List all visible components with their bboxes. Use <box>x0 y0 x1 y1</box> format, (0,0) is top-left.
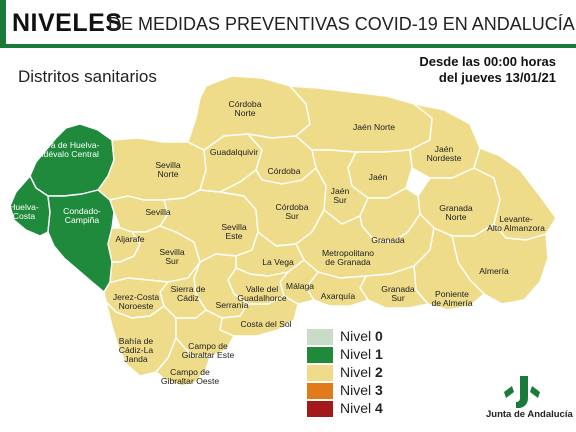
label-aljarafe: Aljarafe <box>115 234 144 244</box>
label-granada-norte-1: Granada <box>439 203 473 213</box>
legend-item-0: Nivel 0 <box>307 328 417 346</box>
label-poniente-2: de Almería <box>431 298 472 308</box>
legend-item-3: Nivel 3 <box>307 382 417 400</box>
label-condado-1: Condado- <box>63 206 101 216</box>
label-sierra-cadiz-1: Sierra de <box>171 284 206 294</box>
legend-item-4: Nivel 4 <box>307 400 417 418</box>
label-sierra-huelva-2: Andévalo Central <box>33 149 99 159</box>
label-cordoba-norte-2: Norte <box>234 108 255 118</box>
legend-swatch-2 <box>307 365 333 381</box>
label-valle-1: Valle del <box>246 284 278 294</box>
label-granada-sur-2: Sur <box>391 293 405 303</box>
label-jaen-sur-2: Sur <box>333 195 347 205</box>
legend-label-3: Nivel 3 <box>340 382 383 398</box>
legend-swatch-1 <box>307 347 333 363</box>
label-cordoba-norte-1: Córdoba <box>229 99 262 109</box>
label-gib-oeste-1: Campo de <box>170 367 210 377</box>
label-sevilla-norte-1: Sevilla <box>155 160 181 170</box>
label-axarquia: Axarquía <box>321 291 356 301</box>
legend-label-2: Nivel 2 <box>340 364 383 380</box>
label-valle-2: Guadalhorce <box>237 293 286 303</box>
title-accent <box>0 0 6 44</box>
label-sevilla-este-2: Este <box>225 231 242 241</box>
label-costa-sol: Costa del Sol <box>240 319 291 329</box>
legend-swatch-4 <box>307 401 333 417</box>
label-jaen-nordeste-1: Jaén <box>435 144 454 154</box>
label-gib-este-1: Campo de <box>188 341 228 351</box>
district-campo-gibraltar-oeste[interactable] <box>155 337 211 387</box>
label-jaen: Jaén <box>369 172 388 182</box>
label-sevilla-norte-2: Norte <box>157 169 178 179</box>
title-bar: NIVELES DE MEDIDAS PREVENTIVAS COVID-19 … <box>0 0 576 48</box>
district-huelva-costa[interactable] <box>9 175 51 237</box>
label-guadalquivir: Guadalquivir <box>210 147 258 157</box>
label-sierra-huelva-1: Sierra de Huelva- <box>33 140 100 150</box>
label-jerez-1: Jerez-Costa <box>113 292 160 302</box>
label-sierra-cadiz-2: Cádiz <box>177 293 199 303</box>
label-granada-norte-2: Norte <box>445 212 466 222</box>
label-serrania: Serranía <box>216 300 249 310</box>
district-sevilla-norte[interactable] <box>97 137 207 201</box>
label-gib-oeste-2: Gibraltar Oeste <box>161 376 219 386</box>
label-bahia-1: Bahía de <box>119 336 154 346</box>
legend-item-2: Nivel 2 <box>307 364 417 382</box>
title-rest: DE MEDIDAS PREVENTIVAS COVID-19 EN ANDAL… <box>108 14 575 34</box>
label-levante-2: Alto Almanzora <box>487 223 545 233</box>
legend-label-4: Nivel 4 <box>340 400 383 416</box>
label-metropolitano-2: de Granada <box>325 257 371 267</box>
legend-swatch-3 <box>307 383 333 399</box>
label-jaen-norte: Jaén Norte <box>353 122 395 132</box>
label-jaen-sur-1: Jaén <box>331 186 350 196</box>
logo-text: Junta de Andalucía <box>486 409 573 420</box>
legend-swatch-0 <box>307 329 333 345</box>
label-la-vega: La Vega <box>262 257 294 267</box>
date-line-1: Desde las 00:00 horas <box>419 54 556 69</box>
junta-andalucia-logo-icon <box>504 376 540 408</box>
label-huelva-costa-1: Huelva- <box>9 202 39 212</box>
label-cordoba-sur-1: Córdoba <box>276 202 309 212</box>
label-malaga: Málaga <box>286 281 314 291</box>
label-sevilla-sur-1: Sevilla <box>159 247 185 257</box>
date-line-2: del jueves 13/01/21 <box>438 70 556 85</box>
label-sevilla-sur-2: Sur <box>165 256 179 266</box>
legend-label-0: Nivel 0 <box>340 328 383 344</box>
label-sevilla: Sevilla <box>145 207 171 217</box>
district-jaen-norte[interactable] <box>289 85 433 153</box>
label-granada-sur-1: Granada <box>381 284 415 294</box>
legend-item-1: Nivel 1 <box>307 346 417 364</box>
title-bold: NIVELES <box>12 9 123 37</box>
label-condado-2: Campiña <box>65 215 100 225</box>
label-cordoba: Córdoba <box>268 166 301 176</box>
label-cordoba-sur-2: Sur <box>285 211 299 221</box>
legend-label-1: Nivel 1 <box>340 346 383 362</box>
district-labels: Sierra de Huelva- Andévalo Central Huelv… <box>9 99 545 386</box>
label-levante-1: Levante- <box>499 214 533 224</box>
label-sevilla-este-1: Sevilla <box>221 222 247 232</box>
label-metropolitano-1: Metropolitano <box>322 248 374 258</box>
label-huelva-costa-2: Costa <box>13 211 36 221</box>
label-poniente-1: Poniente <box>435 289 469 299</box>
label-granada: Granada <box>371 235 405 245</box>
label-bahia-3: Janda <box>124 354 148 364</box>
map-subtitle: Distritos sanitarios <box>18 67 157 86</box>
label-almeria: Almería <box>479 266 509 276</box>
label-bahia-2: Cádiz-La <box>119 345 154 355</box>
label-jerez-2: Noroeste <box>119 301 154 311</box>
label-gib-este-2: Gibraltar Este <box>182 350 235 360</box>
label-jaen-nordeste-2: Nordeste <box>427 153 462 163</box>
